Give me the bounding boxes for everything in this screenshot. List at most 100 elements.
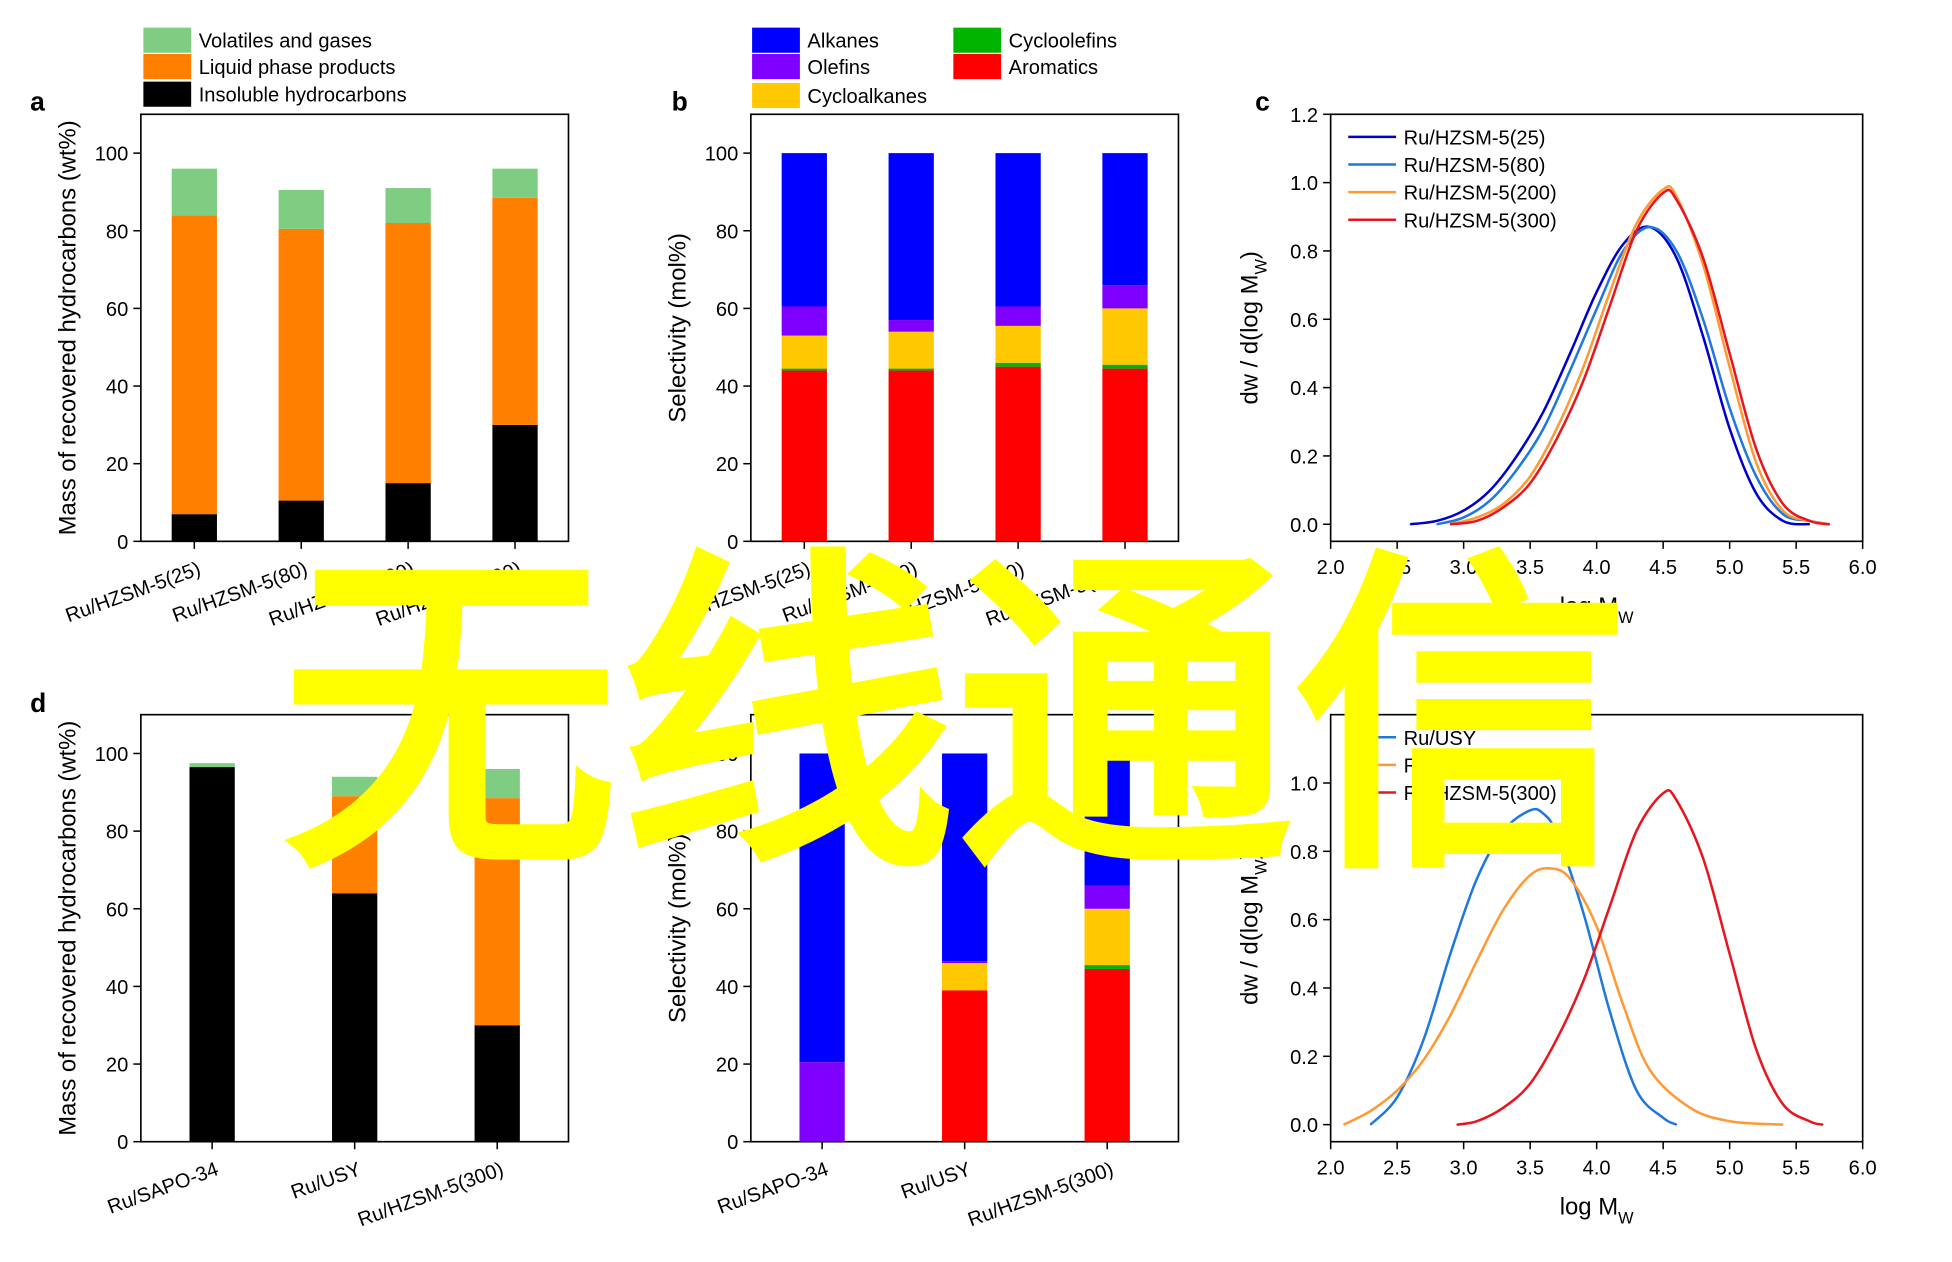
x-tick-label: Ru/USY xyxy=(288,1158,364,1203)
legend-label: Ru/HZSM-5(300) xyxy=(1404,783,1557,805)
bar-cycloolefins xyxy=(1102,364,1148,369)
bar-volatiles xyxy=(278,189,324,229)
bar-insoluble xyxy=(474,1025,520,1142)
y-tick-label: 100 xyxy=(95,144,129,166)
y-tick-label: 1.0 xyxy=(1290,774,1318,796)
data-point xyxy=(1828,523,1831,526)
data-point xyxy=(1555,1038,1558,1040)
data-point xyxy=(1782,513,1784,515)
bar-cycloolefins xyxy=(995,362,1041,367)
data-point xyxy=(1516,455,1518,457)
data-point xyxy=(1675,799,1678,801)
y-tick-label: 20 xyxy=(106,454,128,476)
data-point xyxy=(1462,516,1465,519)
x-tick-label: 5.0 xyxy=(1716,1157,1744,1179)
data-point xyxy=(1529,482,1531,485)
y-tick-label: 0.0 xyxy=(1290,1115,1318,1137)
series-line-0 xyxy=(1410,225,1810,526)
legend-label: Ru/HZSM-5(25) xyxy=(1404,127,1546,149)
data-point xyxy=(1635,1089,1638,1092)
bar-cycloolefins xyxy=(1084,965,1130,969)
bar-insoluble xyxy=(189,767,235,1142)
y-tick-label: 40 xyxy=(716,377,738,399)
y-tick-label: 80 xyxy=(716,822,738,844)
x-tick-label: 2.5 xyxy=(1383,1157,1411,1179)
bar-alkanes xyxy=(942,753,988,962)
y-axis-label: Mass of recovered hydrocarbons (wt%) xyxy=(54,721,81,1136)
data-point xyxy=(1502,503,1505,505)
data-point xyxy=(1369,1123,1372,1126)
legend-label: Aromatics xyxy=(1009,57,1098,79)
data-point xyxy=(1502,908,1505,911)
y-tick-label: 1.0 xyxy=(1290,173,1318,195)
y-tick-label: 60 xyxy=(716,899,738,921)
legend-swatch-insoluble xyxy=(143,81,192,107)
data-point xyxy=(1649,1069,1651,1071)
legend-label: Liquid phase products xyxy=(199,57,396,79)
x-tick-label: Ru/USY xyxy=(898,1158,974,1203)
bar-liquid xyxy=(385,222,431,484)
bar-insoluble xyxy=(278,500,324,542)
data-point xyxy=(1782,503,1784,505)
x-tick-label: Ru/SAPO-34 xyxy=(105,1158,222,1218)
data-point xyxy=(1675,250,1678,252)
data-point xyxy=(1728,352,1731,355)
y-tick-label: 0.0 xyxy=(1290,515,1318,537)
data-point xyxy=(1688,1106,1691,1109)
data-point xyxy=(1502,506,1505,508)
bar-aromatics xyxy=(1084,968,1130,1142)
bar-olefins xyxy=(995,306,1041,326)
legend-label: Ru/SAPO-34 xyxy=(1404,755,1520,777)
data-point xyxy=(1422,1038,1425,1040)
data-point xyxy=(1569,352,1571,355)
legend-label: Ru/HZSM-5(200) xyxy=(1404,183,1557,205)
data-point xyxy=(1476,520,1478,522)
y-tick-label: 80 xyxy=(106,221,128,243)
data-point xyxy=(1542,812,1545,815)
data-point xyxy=(1755,475,1758,478)
data-point xyxy=(1728,427,1731,430)
data-point xyxy=(1635,229,1638,232)
data-point xyxy=(1582,366,1585,368)
x-axis-label: log MW xyxy=(1560,593,1634,627)
y-tick-label: 60 xyxy=(106,299,128,321)
y-axis-label: dw / d(log MW) xyxy=(1237,251,1271,404)
data-point xyxy=(1755,492,1758,495)
bar-cycloalkanes xyxy=(1084,908,1130,966)
data-point xyxy=(1782,1123,1784,1126)
x-tick-label: 2.0 xyxy=(1317,557,1345,579)
legend-swatch-olefins xyxy=(752,54,800,80)
data-point xyxy=(1662,1117,1664,1119)
legend-swatch-liquid xyxy=(143,54,192,80)
bar-alkanes xyxy=(995,153,1041,307)
panel-label-c: c xyxy=(1255,87,1270,117)
legend-label: Ru/USY xyxy=(1404,728,1477,750)
series-line-1 xyxy=(1343,866,1783,1126)
series-line-2 xyxy=(1456,789,1824,1126)
data-point xyxy=(1436,520,1438,522)
data-point xyxy=(1595,308,1598,310)
data-point xyxy=(1476,877,1478,880)
y-tick-label: 40 xyxy=(716,977,738,999)
data-point xyxy=(1595,925,1598,928)
data-point xyxy=(1635,222,1638,225)
x-tick-label: 5.0 xyxy=(1716,557,1744,579)
y-tick-label: 0.6 xyxy=(1290,310,1318,332)
data-point xyxy=(1728,407,1731,409)
data-point xyxy=(1595,291,1598,293)
data-point xyxy=(1449,1014,1452,1017)
x-tick-label: Ru/HZSM-5(300) xyxy=(355,1158,506,1231)
y-axis-label-end: ) xyxy=(1237,251,1264,259)
bar-insoluble xyxy=(385,483,431,542)
data-point xyxy=(1476,959,1478,962)
x-tick-label: 3.0 xyxy=(1450,557,1478,579)
y-tick-label: 0.6 xyxy=(1290,910,1318,932)
data-point xyxy=(1755,462,1758,464)
panel-label-f: f xyxy=(1255,688,1264,718)
data-point xyxy=(1555,438,1558,440)
data-point xyxy=(1622,243,1625,245)
x-axis-label: log MW xyxy=(1560,1194,1634,1228)
data-point xyxy=(1662,188,1664,191)
